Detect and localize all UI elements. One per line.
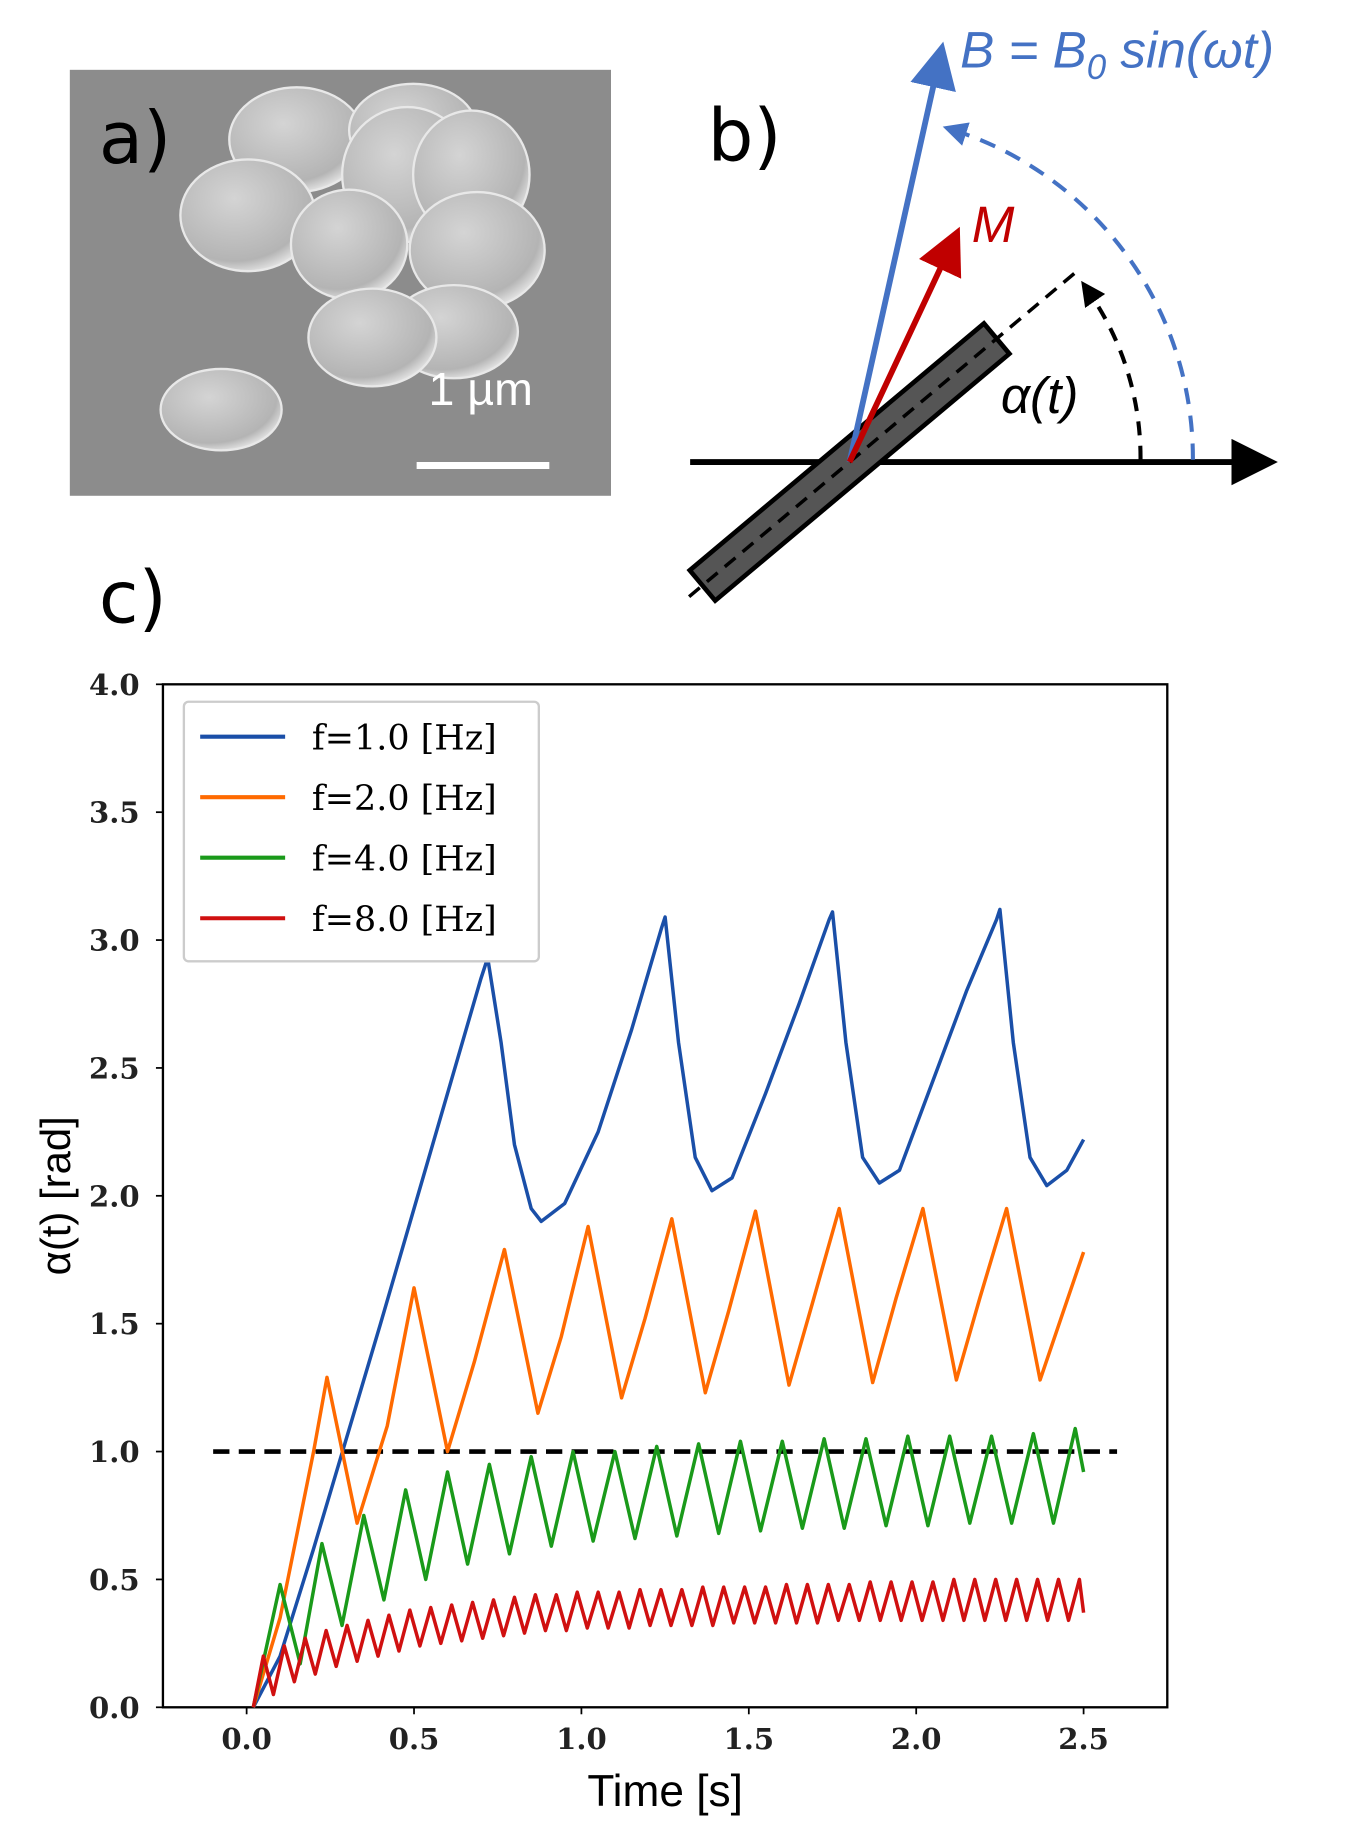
legend-label: f=8.0 [Hz] — [312, 900, 497, 940]
y-tick-label: 1.0 — [89, 1435, 140, 1469]
x-tick-label: 2.0 — [891, 1722, 942, 1756]
x-tick-label: 0.0 — [221, 1722, 272, 1756]
figure-content: a) 1 µm b) B = B0 sin(ωt) M α(t) c) 0.0 0… — [32, 22, 1278, 1816]
y-tick-label: 0.5 — [89, 1563, 140, 1597]
x-tick-label: 2.5 — [1058, 1722, 1109, 1756]
x-tick-label: 1.5 — [724, 1722, 775, 1756]
y-tick-label: 4.0 — [89, 668, 140, 702]
chart: 0.0 0.5 1.0 1.5 2.0 2.5 0.0 0.5 1.0 1.5 2.0 2.5 3.0 3… — [32, 668, 1169, 1816]
y-axis-label: α(t) [rad] — [32, 1116, 79, 1275]
field-label-main: B = B — [960, 22, 1087, 79]
series-line — [251, 1426, 1086, 1708]
moment-label: M — [972, 196, 1015, 253]
x-axis-label: Time [s] — [587, 1767, 743, 1816]
moment-arrow — [846, 226, 962, 464]
legend-box — [182, 700, 541, 963]
y-tick-label: 2.5 — [89, 1051, 140, 1085]
legend-label: f=1.0 [Hz] — [312, 718, 497, 758]
y-tick-label: 0.0 — [89, 1691, 140, 1725]
angle-arc — [1081, 280, 1143, 460]
legend-label: f=2.0 [Hz] — [312, 779, 497, 819]
y-tick-label: 2.0 — [89, 1179, 140, 1213]
sem-particles — [159, 82, 546, 452]
field-arrow — [846, 41, 956, 463]
legend-label: f=4.0 [Hz] — [312, 840, 497, 880]
scale-bar-label: 1 µm — [428, 363, 532, 415]
panel-label: c) — [99, 557, 167, 641]
angle-label: α(t) — [1001, 367, 1079, 424]
x-tick-label: 1.0 — [556, 1722, 607, 1756]
y-tick-label: 3.5 — [89, 796, 140, 830]
field-label-rest: sin(ωt) — [1106, 22, 1274, 79]
field-label: B = B0 sin(ωt) — [960, 22, 1274, 88]
series-line — [251, 1577, 1086, 1708]
y-tick-label: 1.5 — [89, 1307, 140, 1341]
series-line — [251, 1206, 1086, 1708]
panel-label: b) — [708, 95, 782, 179]
legend: f=1.0 [Hz] f=2.0 [Hz] f=4.0 [Hz] f=8.0 [Hz] — [182, 700, 541, 963]
field-arc — [942, 122, 1195, 460]
x-tick-label: 0.5 — [389, 1722, 440, 1756]
panel-label: a) — [99, 97, 171, 181]
field-label-sub: 0 — [1087, 48, 1107, 87]
y-tick-label: 3.0 — [89, 924, 140, 958]
